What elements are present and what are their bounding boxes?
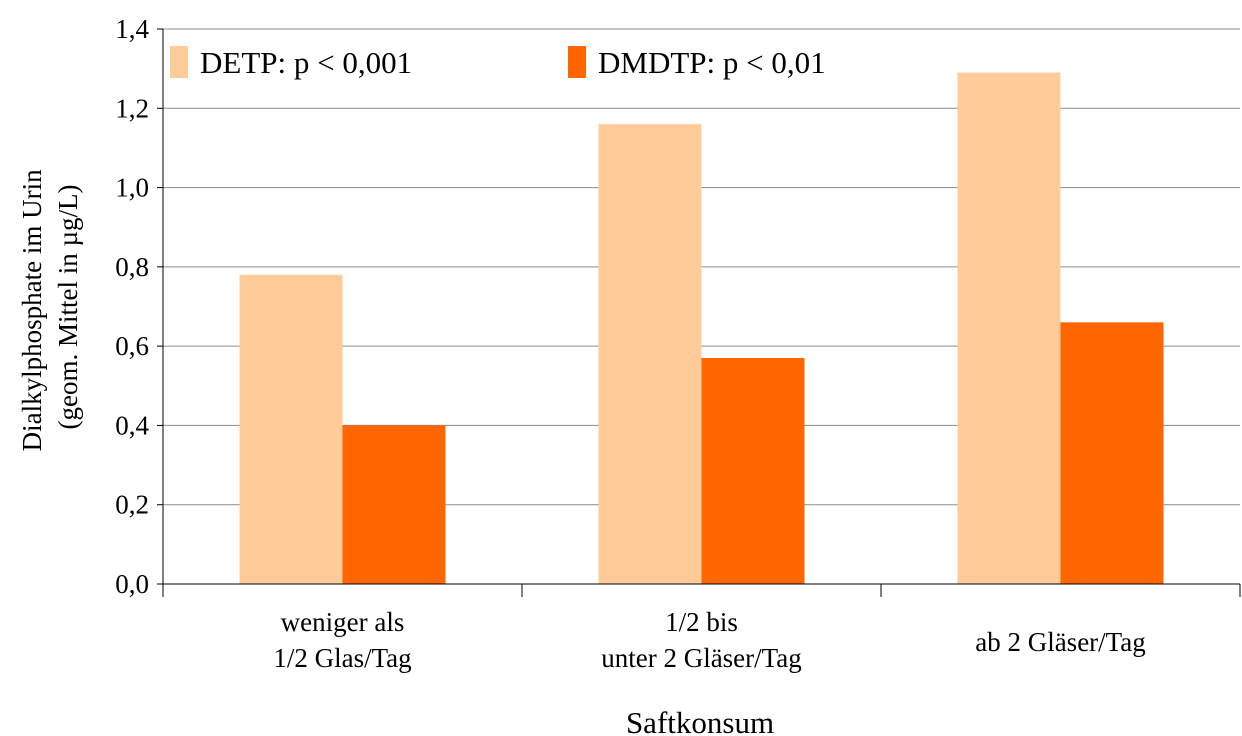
y-axis-title: Dialkylphosphate im Urin (geom. Mittel i… — [17, 163, 83, 452]
bar-dmdtp-3 — [1060, 322, 1164, 584]
legend-label-dmdtp: DMDTP: p < 0,01 — [598, 45, 826, 80]
bar-dmdtp-1 — [342, 425, 446, 584]
legend-swatch-dmdtp — [568, 46, 586, 78]
bar-detp-1 — [239, 274, 343, 584]
y-axis-title-line-2: (geom. Mittel in µg/L) — [53, 184, 83, 429]
axes — [157, 28, 1241, 597]
y-tick-label: 1,4 — [115, 14, 149, 44]
y-tick-label: 0,6 — [115, 331, 149, 361]
x-category-label: 1/2 bis unter 2 Gläser/Tag — [601, 607, 802, 673]
y-tick-label: 0,4 — [115, 410, 149, 440]
bar-dmdtp-2 — [701, 358, 805, 584]
y-tick-label: 0,0 — [115, 569, 149, 599]
bar-detp-3 — [957, 72, 1061, 584]
y-tick-label: 0,8 — [115, 252, 149, 282]
x-category-labels: weniger als 1/2 Glas/Tag 1/2 bis unter 2 Gl… — [273, 607, 1145, 673]
x-category-label: weniger als 1/2 Glas/Tag — [273, 607, 411, 673]
y-tick-labels: 0,0 0,2 0,4 0,6 0,8 1,0 1,2 1,4 — [115, 14, 149, 599]
legend: DETP: p < 0,001 DMDTP: p < 0,01 — [170, 45, 826, 80]
legend-label-detp: DETP: p < 0,001 — [200, 45, 412, 80]
y-axis-title-line-1: Dialkylphosphate im Urin — [17, 169, 47, 451]
x-axis-title: Saftkonsum — [626, 705, 774, 736]
bar-detp-2 — [598, 124, 702, 585]
y-tick-label: 0,2 — [115, 490, 149, 520]
x-category-label: ab 2 Gläser/Tag — [975, 627, 1146, 657]
y-tick-label: 1,2 — [115, 93, 149, 123]
legend-swatch-detp — [170, 46, 188, 78]
bars — [239, 72, 1164, 585]
y-tick-label: 1,0 — [115, 173, 149, 203]
